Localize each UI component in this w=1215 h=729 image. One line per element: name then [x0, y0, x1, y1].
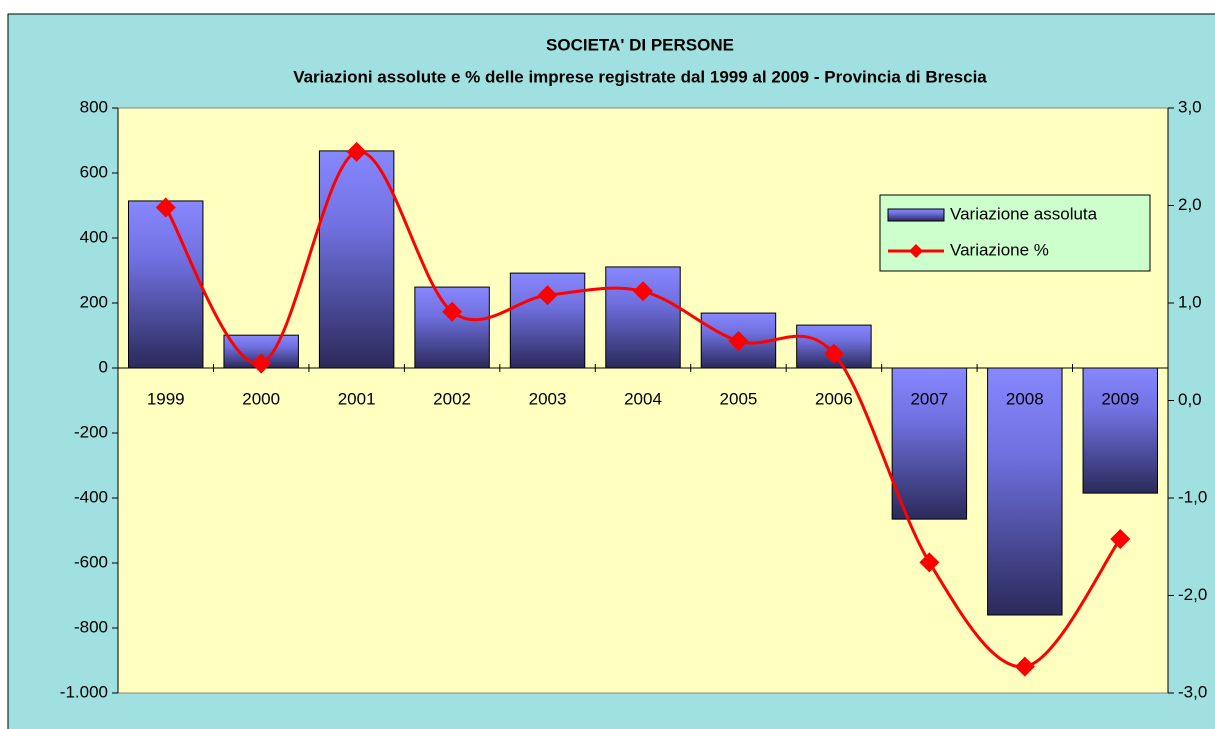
marker	[1014, 656, 1035, 677]
marker	[1110, 528, 1131, 549]
x-tick-label: 2001	[338, 389, 376, 408]
y-tick-label: 0	[99, 357, 108, 376]
legend-box	[879, 194, 1151, 272]
y-tick-label: 200	[80, 292, 108, 311]
y2-tick-label: 3,0	[1178, 97, 1202, 116]
y-tick-label: -1.000	[60, 682, 108, 701]
chart-subtitle: Variazioni assolute e % delle imprese re…	[293, 67, 987, 86]
y2-tick-label: 2,0	[1178, 195, 1202, 214]
bar	[318, 150, 395, 369]
x-tick-label: 2004	[624, 389, 662, 408]
bar	[891, 367, 968, 520]
x-tick-label: 2000	[242, 389, 280, 408]
y-tick-label: -600	[74, 552, 108, 571]
marker	[442, 301, 463, 322]
x-tick-label: 2003	[529, 389, 567, 408]
x-tick-label: 2007	[910, 389, 948, 408]
legend-label: Variazione %	[950, 240, 1049, 259]
y-tick-label: 800	[80, 97, 108, 116]
y2-tick-label: 1,0	[1178, 292, 1202, 311]
bar	[414, 286, 490, 369]
y-tick-label: -800	[74, 617, 108, 636]
y-tick-label: 400	[80, 227, 108, 246]
legend-marker	[909, 244, 923, 258]
y2-tick-label: -2,0	[1178, 585, 1207, 604]
x-tick-label: 2006	[815, 389, 853, 408]
marker	[537, 285, 558, 306]
marker	[251, 353, 272, 374]
y2-tick-label: 0,0	[1178, 390, 1202, 409]
bar	[1082, 367, 1158, 494]
x-tick-label: 1999	[147, 389, 185, 408]
marker	[633, 281, 653, 302]
x-tick-label: 2002	[433, 389, 471, 408]
bar	[987, 367, 1063, 616]
marker	[919, 552, 940, 573]
y-tick-label: -400	[74, 487, 108, 506]
x-tick-label: 2008	[1006, 389, 1044, 408]
y-tick-label: 600	[80, 162, 108, 181]
y2-tick-label: -3,0	[1178, 682, 1207, 701]
marker	[346, 141, 367, 162]
x-tick-label: 2009	[1101, 389, 1139, 408]
y-tick-label: -200	[74, 422, 108, 441]
chart-title: SOCIETA' DI PERSONE	[546, 35, 734, 54]
x-tick-label: 2005	[720, 389, 758, 408]
legend-label: Variazione assoluta	[950, 204, 1098, 223]
legend-swatch	[887, 208, 945, 222]
marker	[728, 331, 749, 352]
y2-tick-label: -1,0	[1178, 487, 1207, 506]
marker	[155, 197, 176, 218]
marker	[823, 343, 844, 364]
bar	[128, 200, 204, 369]
